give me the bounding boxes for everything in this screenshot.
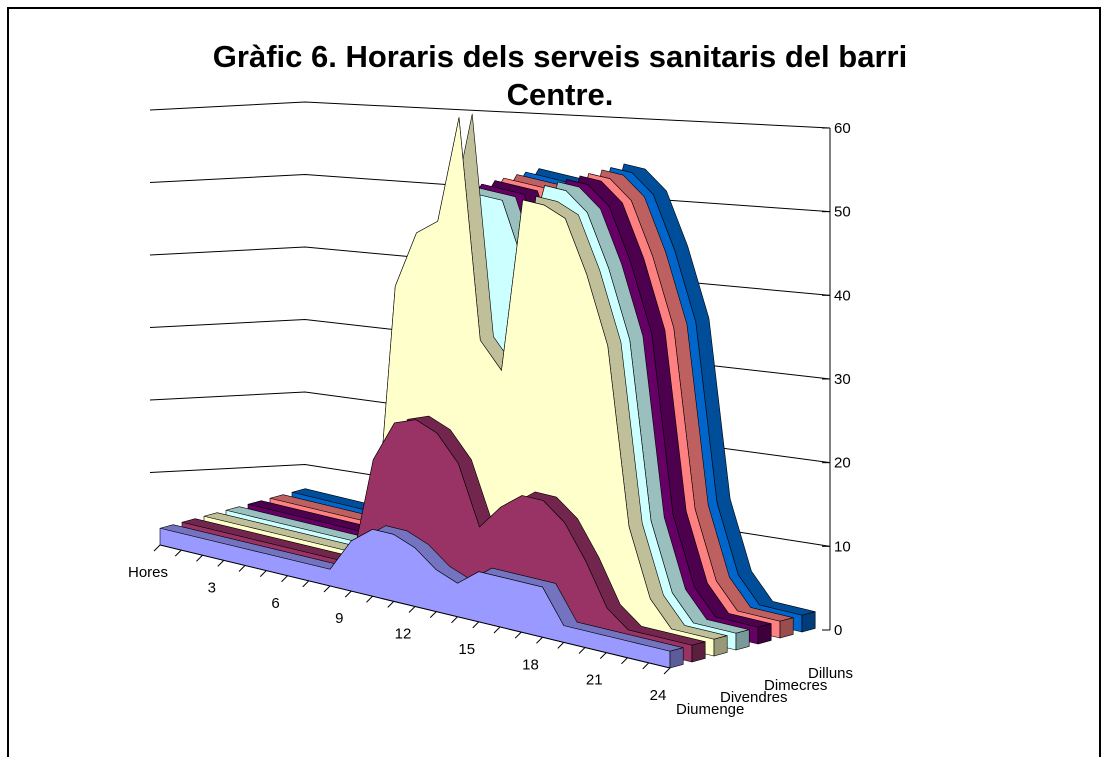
y-tick-label: 60: [834, 120, 851, 137]
y-tick-label: 50: [834, 204, 851, 221]
x-tick-label: 6: [271, 595, 279, 612]
y-tick-label: 30: [834, 371, 851, 388]
depth-label: Dilluns: [808, 665, 853, 682]
area-end: [669, 647, 684, 669]
y-tick-label: 40: [834, 287, 851, 304]
x-tick: [259, 570, 267, 577]
x-tick: [429, 611, 437, 618]
x-tick: [578, 647, 586, 654]
depth-label: Divendres: [720, 689, 788, 706]
x-tick: [642, 662, 650, 670]
y-tick-label: 20: [834, 455, 851, 472]
x-tick-label: 15: [458, 641, 475, 658]
x-tick: [514, 631, 522, 639]
frame: [7, 7, 1101, 757]
x-tick: [366, 595, 373, 603]
x-tick: [196, 554, 203, 562]
depth-label: Diumenge: [676, 701, 744, 718]
x-tick: [153, 544, 161, 552]
grid-line: [149, 101, 831, 129]
x-tick: [174, 549, 182, 557]
x-tick-label: 12: [395, 626, 412, 643]
x-tick: [621, 657, 628, 665]
area-end: [779, 617, 794, 639]
x-tick-label: 21: [586, 672, 603, 689]
area-end: [735, 629, 750, 651]
x-tick-label: 18: [522, 656, 539, 673]
x-tick: [451, 616, 458, 624]
depth-label: Dimecres: [764, 677, 827, 694]
area-end: [757, 623, 772, 645]
area: [159, 527, 671, 669]
y-tick-label: 10: [834, 538, 851, 555]
x-tick-label: Hores: [128, 564, 168, 581]
x-tick: [387, 601, 395, 608]
x-tick: [536, 636, 543, 644]
x-tick: [663, 667, 671, 675]
x-tick: [557, 642, 565, 649]
x-tick-label: 9: [335, 610, 343, 627]
x-tick: [599, 652, 607, 659]
x-tick: [472, 621, 480, 629]
area-end: [801, 611, 816, 633]
x-tick: [344, 590, 352, 598]
x-tick: [217, 560, 225, 567]
x-tick: [323, 585, 331, 593]
area: [203, 117, 715, 657]
y-tick-label: 0: [834, 622, 842, 639]
x-tick: [281, 575, 288, 583]
chart-title: Gràfic 6. Horaris dels serveis sanitaris…: [212, 39, 908, 112]
x-tick: [408, 606, 416, 613]
x-tick: [493, 626, 501, 634]
x-tick: [302, 580, 310, 588]
x-tick-label: 3: [208, 579, 216, 596]
x-tick-label: 24: [650, 687, 667, 704]
x-tick: [238, 565, 246, 572]
area-end: [713, 635, 728, 657]
area-end: [691, 641, 706, 663]
